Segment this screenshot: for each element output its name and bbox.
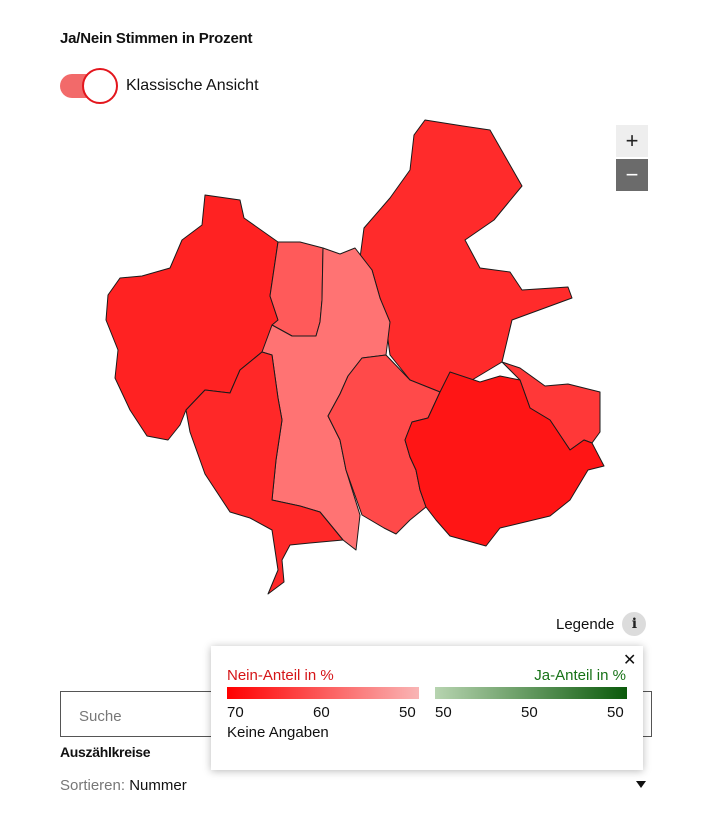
view-toggle-row: Klassische Ansicht xyxy=(60,68,259,104)
district-north-center[interactable] xyxy=(269,241,324,337)
info-icon[interactable]: i xyxy=(622,612,647,636)
no-data-label: Keine Angaben xyxy=(227,724,329,741)
ja-tick-50-right: 50 xyxy=(607,704,624,721)
nein-tick-70: 70 xyxy=(227,704,244,721)
district-south-east[interactable] xyxy=(404,371,605,547)
district-north-east[interactable] xyxy=(359,119,573,393)
zoom-in-button[interactable]: + xyxy=(616,125,648,157)
close-icon[interactable]: ✕ xyxy=(623,652,637,669)
ja-share-title: Ja-Anteil in % xyxy=(534,667,626,684)
nein-share-title: Nein-Anteil in % xyxy=(227,667,334,684)
toggle-knob xyxy=(82,68,118,104)
district-center[interactable] xyxy=(261,247,391,551)
ja-tick-50-left: 50 xyxy=(435,704,452,721)
legend-panel: ✕ Nein-Anteil in % Ja-Anteil in % 70 60 … xyxy=(211,646,643,770)
classic-view-toggle[interactable] xyxy=(60,68,118,104)
zoom-out-button[interactable]: − xyxy=(616,159,648,191)
chevron-down-icon[interactable] xyxy=(636,781,646,788)
sort-value: Nummer xyxy=(129,777,187,794)
toggle-label: Klassische Ansicht xyxy=(126,77,259,94)
section-title: Ja/Nein Stimmen in Prozent xyxy=(60,30,253,47)
district-list-title: Auszählkreise xyxy=(60,744,151,760)
ja-tick-50-mid: 50 xyxy=(521,704,538,721)
legend-label: Legende xyxy=(556,615,615,633)
nein-tick-50: 50 xyxy=(399,704,416,721)
sort-label: Sortieren: xyxy=(60,777,126,794)
nein-color-scale xyxy=(227,687,419,699)
nein-tick-60: 60 xyxy=(313,704,330,721)
ja-color-scale xyxy=(435,687,627,699)
district-south-west[interactable] xyxy=(185,351,344,595)
sort-select[interactable]: Sortieren: Nummer xyxy=(60,777,646,794)
legend-toggle[interactable]: Legende i xyxy=(556,612,647,636)
district-map xyxy=(105,119,605,595)
